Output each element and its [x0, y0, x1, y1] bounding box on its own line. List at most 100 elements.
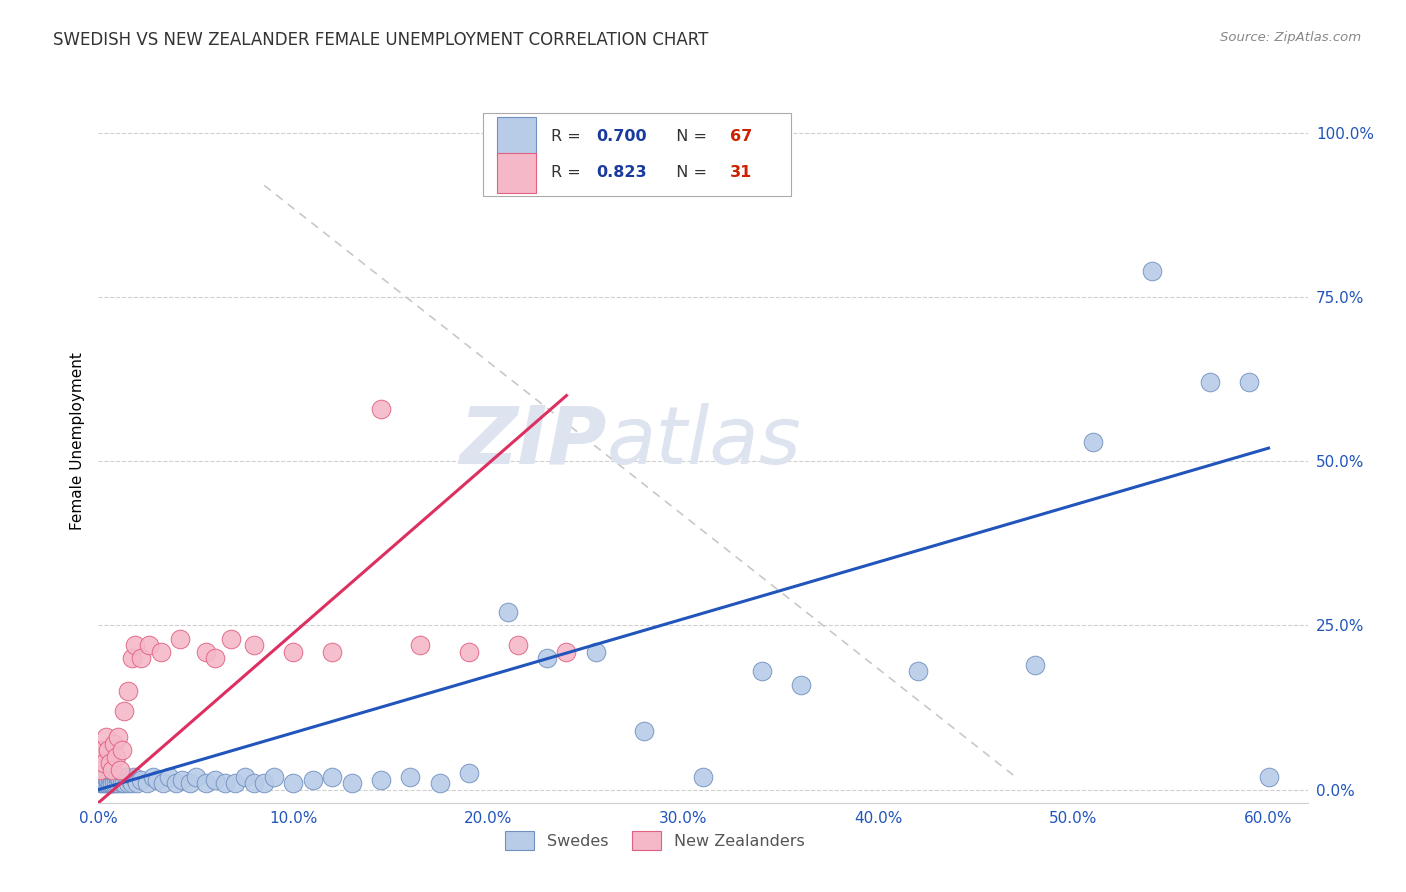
- Point: [103, 772, 125, 787]
- Point: [194, 776, 217, 790]
- Point: [142, 770, 165, 784]
- Point: [152, 776, 174, 790]
- Point: [101, 776, 124, 790]
- Point: [370, 772, 392, 787]
- Point: [104, 776, 127, 790]
- Point: [789, 677, 811, 691]
- Point: [121, 651, 143, 665]
- Point: [179, 776, 201, 790]
- Point: [103, 737, 125, 751]
- Point: [91, 776, 114, 790]
- Point: [194, 645, 217, 659]
- Point: [233, 770, 256, 784]
- Point: [107, 776, 129, 790]
- Point: [1081, 434, 1104, 449]
- Point: [146, 772, 169, 787]
- FancyBboxPatch shape: [482, 112, 792, 196]
- Point: [458, 645, 481, 659]
- Point: [117, 684, 139, 698]
- Point: [91, 743, 114, 757]
- Point: [107, 770, 129, 784]
- Text: 31: 31: [730, 165, 752, 180]
- Point: [93, 772, 115, 787]
- Point: [131, 772, 153, 787]
- Point: [165, 776, 187, 790]
- Point: [136, 776, 159, 790]
- Point: [149, 645, 172, 659]
- Point: [340, 776, 363, 790]
- Point: [263, 770, 285, 784]
- Point: [131, 651, 153, 665]
- Point: [157, 770, 180, 784]
- Point: [117, 776, 139, 790]
- Point: [98, 776, 121, 790]
- Point: [97, 743, 120, 757]
- Point: [112, 704, 135, 718]
- Text: 67: 67: [730, 129, 752, 145]
- Bar: [498, 117, 536, 156]
- Text: ZIP: ZIP: [458, 402, 606, 481]
- Point: [111, 743, 134, 757]
- Point: [184, 770, 207, 784]
- Legend: Swedes, New Zealanders: Swedes, New Zealanders: [499, 825, 811, 856]
- Text: R =: R =: [551, 129, 585, 145]
- Point: [204, 772, 226, 787]
- Point: [104, 770, 127, 784]
- Point: [104, 749, 127, 764]
- Point: [122, 770, 145, 784]
- Point: [127, 776, 149, 790]
- Point: [409, 638, 432, 652]
- Point: [101, 763, 124, 777]
- Point: [399, 770, 422, 784]
- Point: [370, 401, 392, 416]
- Point: [585, 645, 607, 659]
- Point: [114, 770, 136, 784]
- Point: [97, 772, 120, 787]
- Point: [96, 776, 118, 790]
- Point: [98, 756, 121, 771]
- Point: [751, 665, 773, 679]
- Text: N =: N =: [665, 129, 711, 145]
- Point: [204, 651, 226, 665]
- Point: [111, 776, 134, 790]
- Point: [214, 776, 236, 790]
- Bar: [498, 153, 536, 193]
- Point: [96, 730, 118, 744]
- Point: [458, 766, 481, 780]
- Text: SWEDISH VS NEW ZEALANDER FEMALE UNEMPLOYMENT CORRELATION CHART: SWEDISH VS NEW ZEALANDER FEMALE UNEMPLOY…: [53, 31, 709, 49]
- Point: [98, 770, 121, 784]
- Point: [93, 776, 115, 790]
- Point: [89, 776, 111, 790]
- Point: [96, 770, 118, 784]
- Point: [496, 605, 519, 619]
- Point: [1199, 376, 1222, 390]
- Point: [1024, 657, 1046, 672]
- Y-axis label: Female Unemployment: Female Unemployment: [69, 352, 84, 531]
- Point: [555, 645, 578, 659]
- Text: 0.823: 0.823: [596, 165, 647, 180]
- Text: Source: ZipAtlas.com: Source: ZipAtlas.com: [1220, 31, 1361, 45]
- Point: [121, 776, 143, 790]
- Point: [506, 638, 529, 652]
- Point: [124, 638, 146, 652]
- Text: 0.700: 0.700: [596, 129, 647, 145]
- Point: [302, 772, 325, 787]
- Point: [1140, 264, 1163, 278]
- Point: [321, 645, 343, 659]
- Point: [108, 763, 131, 777]
- Point: [321, 770, 343, 784]
- Point: [633, 723, 655, 738]
- Point: [89, 763, 111, 777]
- Text: R =: R =: [551, 165, 585, 180]
- Point: [1237, 376, 1260, 390]
- Point: [107, 730, 129, 744]
- Point: [692, 770, 714, 784]
- Point: [253, 776, 276, 790]
- Point: [219, 632, 242, 646]
- Point: [108, 772, 131, 787]
- Point: [93, 756, 115, 771]
- Point: [101, 776, 124, 790]
- Point: [1257, 770, 1279, 784]
- Point: [283, 645, 305, 659]
- Point: [283, 776, 305, 790]
